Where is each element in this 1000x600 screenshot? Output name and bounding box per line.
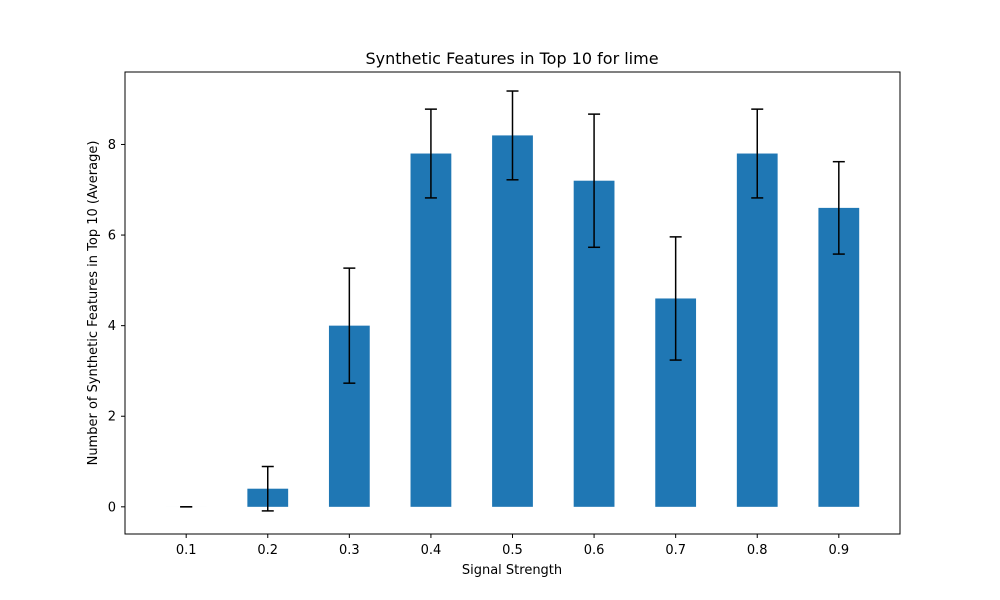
x-tick-label: 0.5	[502, 543, 523, 558]
x-tick-label: 0.1	[176, 543, 197, 558]
y-tick-label: 2	[108, 410, 116, 425]
x-tick-label: 0.7	[665, 543, 686, 558]
bar	[736, 153, 778, 507]
x-axis-label: Signal Strength	[462, 563, 562, 578]
x-tick-label: 0.4	[421, 543, 442, 558]
bar	[492, 135, 533, 507]
x-tick-label: 0.9	[828, 543, 849, 558]
plot-frame	[124, 71, 901, 535]
x-tick-label: 0.3	[339, 543, 360, 558]
chart-title: Synthetic Features in Top 10 for lime	[365, 49, 658, 68]
y-tick-label: 8	[108, 138, 116, 153]
y-tick-label: 4	[108, 319, 116, 334]
x-tick-label: 0.6	[584, 543, 605, 558]
y-tick-label: 0	[108, 500, 116, 515]
y-tick-label: 6	[108, 229, 116, 244]
x-tick-label: 0.8	[747, 543, 768, 558]
plot-area: 0.1 0.2 0.3 0.4 0.5 0.6 0.7 0.8 0.9 0 2 4 6 8	[108, 90, 860, 558]
bar	[410, 153, 452, 507]
y-axis-label: Number of Synthetic Features in Top 10 (…	[86, 141, 101, 466]
x-tick-label: 0.2	[257, 543, 278, 558]
bar	[818, 207, 860, 507]
